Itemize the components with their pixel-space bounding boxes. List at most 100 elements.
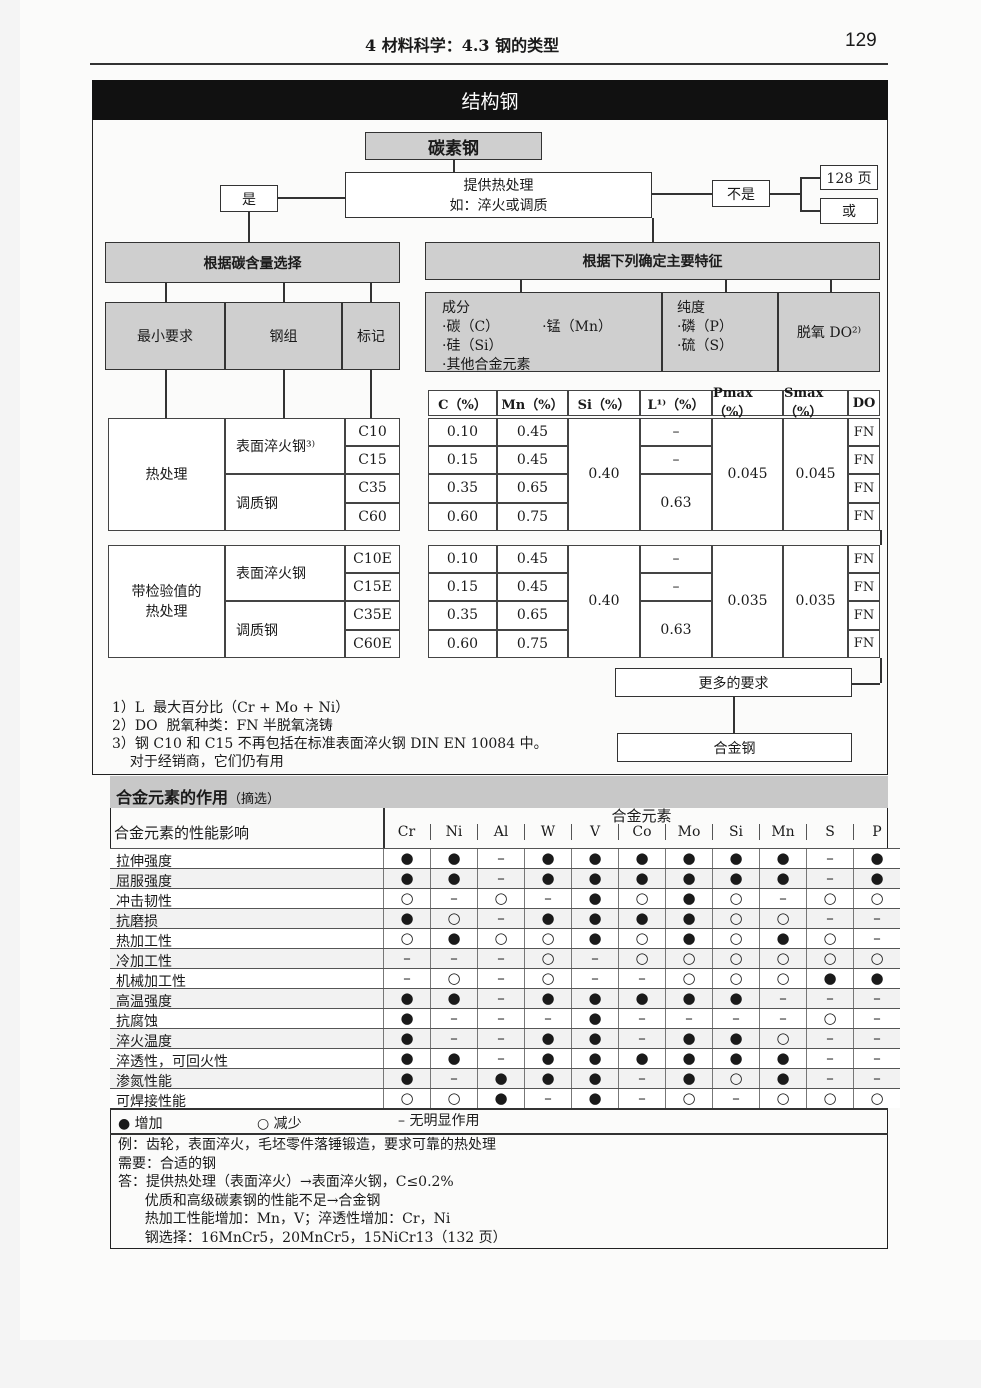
effect-increase: ● — [712, 1049, 759, 1069]
effect-decrease: ○ — [430, 969, 477, 989]
by-features-box: 根据下列确定主要特征 — [425, 242, 880, 280]
effect-none: – — [618, 1029, 665, 1049]
effect-increase: ● — [759, 1049, 806, 1069]
effect-decrease: ○ — [759, 909, 806, 929]
effect-none: – — [383, 969, 430, 989]
alloy-steel-box: 合金钢 — [617, 733, 852, 762]
effect-increase: ● — [571, 869, 618, 889]
property-label: 淬透性，可回火性 — [116, 1054, 228, 1070]
effect-decrease: ○ — [806, 889, 853, 909]
carbon-value: 0.10 — [428, 545, 497, 574]
connector — [520, 280, 522, 292]
effect-increase: ● — [383, 1029, 430, 1049]
alloy-row — [110, 948, 900, 968]
effect-increase: ● — [383, 1009, 430, 1029]
effect-decrease: ○ — [665, 1089, 712, 1109]
effect-increase: ● — [571, 1009, 618, 1029]
do-value: FN — [848, 446, 880, 475]
column-header: Mn（%） — [497, 390, 568, 416]
effect-increase: ● — [853, 869, 900, 889]
effect-decrease: ○ — [477, 929, 524, 949]
effect-none: – — [806, 909, 853, 929]
effect-decrease: ○ — [712, 889, 759, 909]
do-value: FN — [848, 573, 880, 602]
table-bottom-rule — [110, 1108, 888, 1110]
effect-increase: ● — [430, 1049, 477, 1069]
purity-item: ·磷（P） — [677, 319, 733, 335]
s-max-value: 0.035 — [783, 545, 848, 658]
effect-none: – — [477, 969, 524, 989]
footnote: 3）钢 C10 和 C15 不再包括在标准表面淬火钢 DIN EN 10084 … — [112, 736, 548, 752]
legend-increase: ● 增加 — [118, 1116, 163, 1132]
carbon-value: 0.15 — [428, 573, 497, 602]
effect-increase: ● — [571, 1049, 618, 1069]
effect-decrease: ○ — [806, 949, 853, 969]
s-max-value: 0.045 — [783, 418, 848, 531]
effect-decrease: ○ — [806, 929, 853, 949]
effect-none: – — [430, 889, 477, 909]
comp-item: ·硅（Si） — [442, 338, 503, 354]
effect-none: – — [853, 989, 900, 1009]
effect-none: – — [759, 1009, 806, 1029]
effect-increase: ● — [571, 1069, 618, 1089]
connector — [165, 283, 167, 302]
manganese-value: 0.45 — [497, 573, 568, 602]
property-label: 冷加工性 — [116, 954, 172, 970]
effect-increase: ● — [383, 869, 430, 889]
example-line: 热加工性能增加：Mn，V；淬透性增加：Cr，Ni — [118, 1211, 451, 1227]
effect-increase: ● — [712, 869, 759, 889]
mark-box: 标记 — [342, 302, 400, 370]
connector — [830, 280, 832, 292]
column-header: Pmax（%） — [712, 386, 783, 420]
purity-label: 纯度 — [677, 300, 705, 316]
comp-item: ·锰（Mn） — [542, 319, 612, 335]
steel-mark: C10E — [345, 545, 400, 574]
steel-mark: C60 — [345, 502, 400, 531]
alloy-row — [110, 1048, 900, 1068]
l-value: – — [640, 545, 712, 574]
effect-increase: ● — [477, 1089, 524, 1109]
manganese-value: 0.45 — [497, 545, 568, 574]
connector — [880, 530, 882, 545]
footnote: 1）L 最大百分比（Cr + Mo + Ni） — [112, 700, 350, 716]
effect-none: – — [430, 949, 477, 969]
effect-none: – — [618, 1009, 665, 1029]
effect-none: – — [759, 889, 806, 909]
effect-none: – — [853, 1069, 900, 1089]
alloy-row — [110, 928, 900, 948]
carbon-value: 0.60 — [428, 629, 497, 658]
column-header: Si（%） — [568, 390, 640, 416]
steel-subgroup: 表面淬火钢 — [225, 545, 345, 602]
connector — [852, 683, 880, 685]
steel-mark: C35E — [345, 601, 400, 630]
effect-increase: ● — [853, 849, 900, 869]
effect-increase: ● — [524, 989, 571, 1009]
property-label: 高温强度 — [116, 994, 172, 1010]
property-label: 渗氮性能 — [116, 1074, 172, 1090]
effect-none: – — [571, 949, 618, 969]
effect-none: – — [524, 1089, 571, 1109]
effect-increase: ● — [571, 849, 618, 869]
effect-decrease: ○ — [618, 889, 665, 909]
alloy-row — [110, 908, 900, 928]
effect-none: – — [712, 1009, 759, 1029]
effect-increase: ● — [430, 869, 477, 889]
effect-decrease: ○ — [759, 1089, 806, 1109]
effect-decrease: ○ — [524, 969, 571, 989]
effect-none: – — [806, 849, 853, 869]
steel-subgroup: 调质钢 — [225, 474, 345, 531]
property-label: 机械加工性 — [116, 974, 186, 990]
effect-increase: ● — [618, 1049, 665, 1069]
example-line: 答：提供热处理（表面淬火）→表面淬火钢，C≤0.2% — [118, 1174, 454, 1190]
effect-increase: ● — [430, 989, 477, 1009]
effect-decrease: ○ — [712, 929, 759, 949]
silicon-value: 0.40 — [568, 545, 640, 658]
l-value: – — [640, 418, 712, 447]
effect-increase: ● — [618, 989, 665, 1009]
connector — [652, 218, 654, 242]
effect-none: – — [665, 1009, 712, 1029]
connector — [165, 370, 167, 418]
effect-none: – — [806, 869, 853, 889]
effect-decrease: ○ — [806, 1089, 853, 1109]
effect-none: – — [853, 1029, 900, 1049]
